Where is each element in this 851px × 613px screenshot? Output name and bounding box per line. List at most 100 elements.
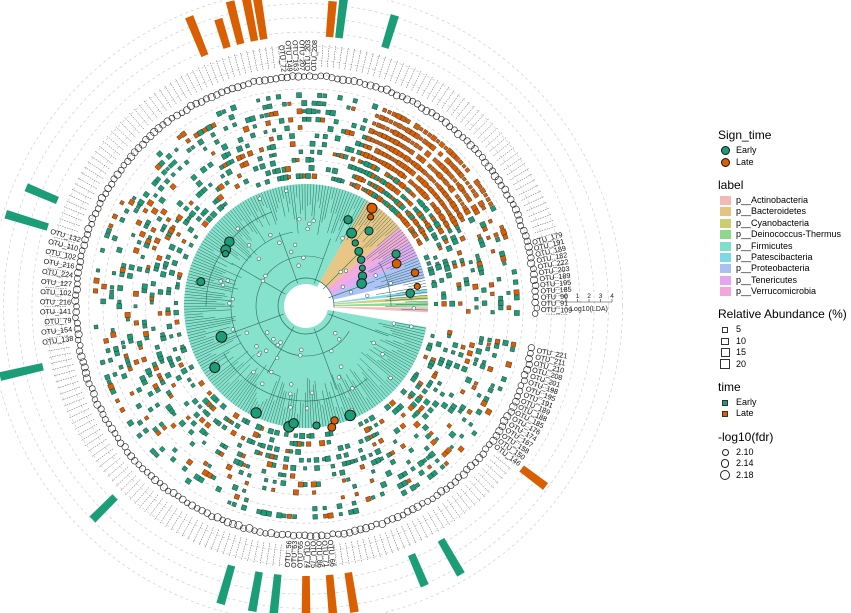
- abundance-square: [407, 394, 413, 400]
- abundance-square: [142, 427, 150, 435]
- abundance-square: [480, 205, 487, 211]
- tree-branch: [266, 326, 295, 374]
- tree-branch: [245, 392, 257, 413]
- tip-label-stub: [53, 369, 75, 377]
- tree-branch: [188, 326, 230, 339]
- tip-label-stub: [536, 232, 558, 239]
- abundance-square: [443, 206, 450, 213]
- abundance-square: [422, 128, 429, 136]
- abundance-square: [368, 127, 375, 135]
- fdr-circle: [393, 513, 402, 522]
- lda-tick-label: 1: [576, 293, 580, 300]
- abundance-square: [245, 463, 251, 469]
- tip-label-stub: [528, 208, 550, 217]
- tip-label-stub: [474, 477, 490, 494]
- abundance-square: [95, 268, 101, 273]
- abundance-square: [227, 500, 232, 505]
- tip-label-stub: [322, 545, 325, 568]
- tree-branch: [359, 357, 394, 392]
- tip-label-stub: [367, 52, 374, 75]
- abundance-square: [177, 165, 183, 172]
- tip-label-stub: [98, 145, 117, 160]
- tip-label-stub: [284, 44, 287, 67]
- abundance-square: [169, 334, 174, 339]
- tree-branch: [311, 393, 315, 428]
- tree-branch: [348, 200, 368, 233]
- abundance-square: [259, 162, 266, 170]
- tip-label-stub: [83, 166, 103, 179]
- abundance-square: [510, 341, 517, 348]
- grid-ring: [31, 31, 581, 581]
- legend-item: 2.10: [718, 447, 848, 458]
- abundance-square: [452, 204, 460, 212]
- tree-branch: [196, 353, 212, 362]
- highlight-bar-late: [301, 575, 311, 613]
- abundance-square: [165, 152, 173, 161]
- tip-label-stub: [46, 341, 69, 345]
- tip-label-stub: [119, 121, 136, 138]
- abundance-square: [139, 374, 147, 382]
- fdr-circle: [322, 72, 331, 80]
- fdr-circle: [289, 532, 298, 540]
- abundance-square: [333, 119, 339, 125]
- tip-label-stub: [297, 44, 299, 67]
- fdr-circles: [71, 72, 541, 541]
- tree-branch: [278, 232, 299, 284]
- abundance-square: [229, 158, 235, 165]
- abundance-square: [157, 184, 165, 192]
- tree-branch: [278, 187, 286, 217]
- abundance-square: [320, 117, 326, 123]
- fdr-circle: [489, 167, 496, 175]
- abundance-square: [373, 139, 380, 145]
- fdr-circle: [492, 432, 501, 440]
- abundance-square: [421, 388, 428, 395]
- abundance-square: [439, 277, 445, 284]
- fdr-circle: [532, 293, 539, 301]
- abundance-square: [427, 450, 437, 459]
- fdr-circle: [143, 468, 151, 476]
- abundance-square: [178, 419, 187, 428]
- abundance-square: [281, 513, 287, 519]
- tip-label-stub: [44, 293, 67, 295]
- abundance-square: [201, 186, 209, 194]
- abundance-square: [439, 176, 446, 182]
- abundance-square: [202, 408, 208, 415]
- tip-label-stub: [115, 471, 133, 487]
- abundance-square: [487, 386, 494, 394]
- abundance-square: [331, 471, 337, 477]
- tree-branch: [190, 336, 215, 345]
- abundance-square: [408, 148, 416, 156]
- legend-item: p__Cyanobacteria: [718, 218, 848, 229]
- tip-label-stub: [544, 276, 567, 280]
- tip-label-stub: [180, 75, 192, 96]
- abundance-square: [347, 509, 354, 516]
- tip-label-stub: [528, 394, 550, 404]
- abundance-square: [429, 143, 437, 152]
- fdr-circle: [479, 450, 487, 458]
- abundance-square: [408, 447, 415, 454]
- tree-branch: [353, 371, 379, 405]
- tree-branch: [264, 376, 281, 421]
- abundance-square: [341, 460, 348, 467]
- abundance-square: [418, 126, 424, 132]
- tip-label-stub: [344, 47, 349, 70]
- abundance-square: [456, 228, 462, 234]
- significant-node-early: [344, 409, 356, 422]
- abundance-square: [175, 213, 184, 222]
- significant-node-late: [413, 282, 421, 290]
- fdr-circle: [531, 298, 539, 307]
- tree-branch: [330, 190, 347, 234]
- grid-ring: [45, 45, 567, 567]
- abundance-square: [178, 362, 185, 368]
- tree-branch: [375, 329, 422, 346]
- tree-branch: [380, 359, 406, 378]
- abundance-square: [271, 128, 277, 133]
- fdr-circle: [88, 220, 95, 228]
- abundance-square: [511, 269, 517, 275]
- abundance-square: [457, 159, 464, 166]
- abundance-square: [374, 447, 382, 456]
- abundance-square: [461, 176, 467, 182]
- abundance-square: [457, 286, 462, 291]
- legend-item: p__Patescibacteria: [718, 252, 848, 263]
- tip-label-stub: [106, 135, 124, 151]
